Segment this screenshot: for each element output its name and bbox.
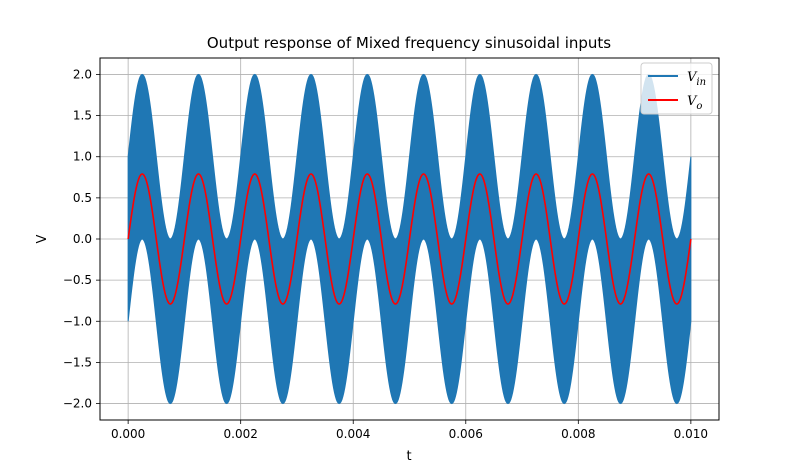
y-tick-label: 1.5 xyxy=(73,109,92,123)
series-layer xyxy=(127,73,692,405)
legend-label-vo: Vo xyxy=(687,94,702,112)
x-tick-label: 0.010 xyxy=(674,427,708,441)
x-tick-label: 0.006 xyxy=(449,427,483,441)
legend-label-vin-sub: in xyxy=(696,77,706,88)
y-tick-label: −1.5 xyxy=(63,355,92,369)
y-tick-label: 0.5 xyxy=(73,191,92,205)
x-tick-label: 0.002 xyxy=(224,427,258,441)
chart-title: Output response of Mixed frequency sinus… xyxy=(207,34,611,52)
legend: Vin Vo xyxy=(640,62,713,115)
tick-marks xyxy=(96,74,692,424)
y-tick-label: 0.0 xyxy=(73,232,92,246)
x-axis-label: t xyxy=(406,449,411,464)
y-tick-label: −2.0 xyxy=(63,397,92,411)
legend-label-vo-sub: o xyxy=(696,101,702,112)
y-tick-label: −1.0 xyxy=(63,314,92,328)
y-tick-label: −0.5 xyxy=(63,273,92,287)
x-tick-label: 0.008 xyxy=(561,427,595,441)
legend-label-vin-main: V xyxy=(687,70,698,85)
y-tick-label: 2.0 xyxy=(73,67,92,81)
legend-label-vin: Vin xyxy=(687,70,706,88)
y-axis-label: V xyxy=(35,234,50,243)
legend-label-vo-main: V xyxy=(687,94,698,109)
x-tick-label: 0.004 xyxy=(336,427,370,441)
x-tick-label: 0.000 xyxy=(111,427,145,441)
y-tick-label: 1.0 xyxy=(73,150,92,164)
series-vo-line xyxy=(127,173,692,305)
